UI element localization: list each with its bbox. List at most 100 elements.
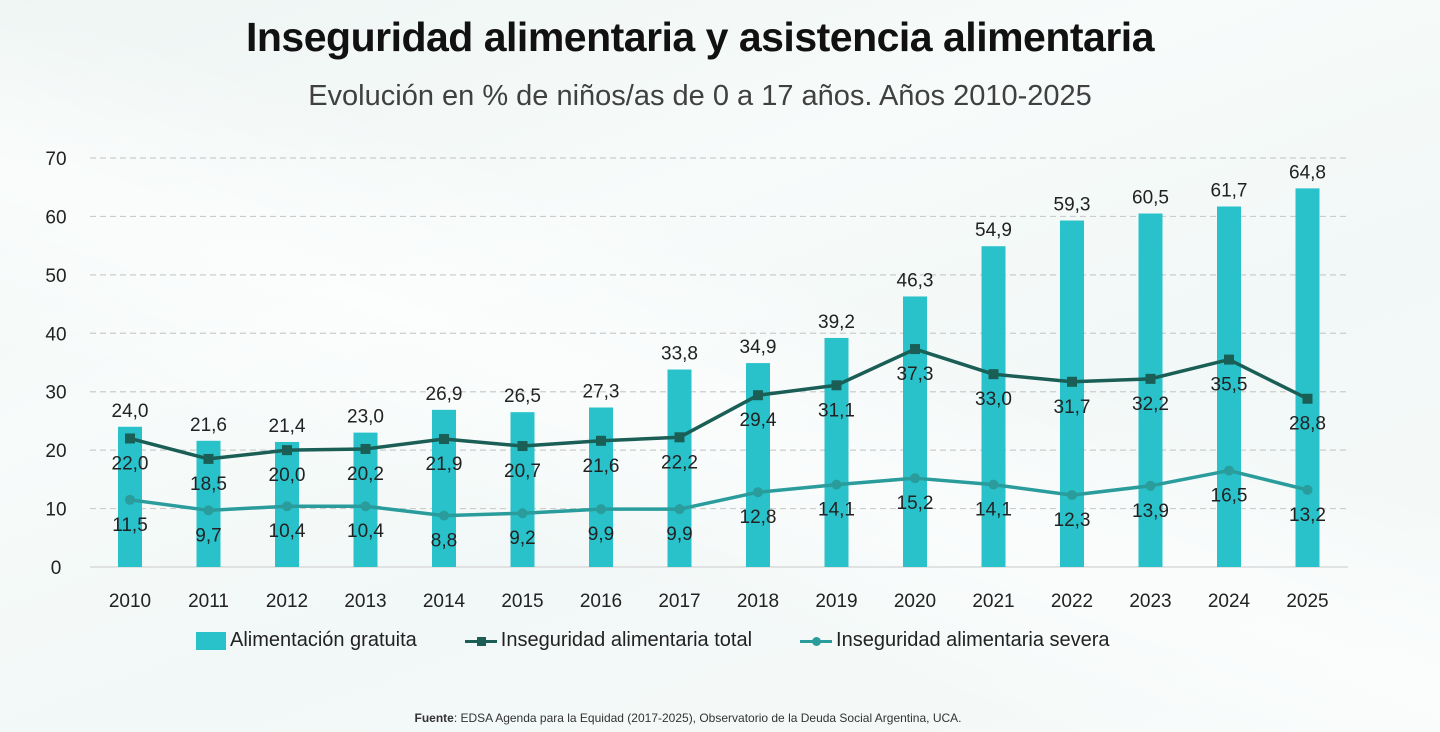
legend-swatch-bar [196,631,226,650]
inseguridad-total-data-label: 20,7 [504,461,541,482]
inseguridad-total-data-label: 22,2 [661,452,698,473]
inseguridad-severa-data-label: 13,2 [1289,505,1326,526]
inseguridad-severa-marker [1067,490,1077,501]
inseguridad-severa-data-label: 9,9 [588,524,614,545]
bar-data-label: 60,5 [1132,188,1169,209]
inseguridad-total-data-label: 20,2 [347,464,384,485]
inseguridad-total-marker [203,453,214,464]
inseguridad-total-marker [910,344,920,355]
bar-data-label: 21,6 [190,415,227,436]
inseguridad-total-data-label: 20,0 [269,465,306,486]
inseguridad-severa-marker [596,504,606,515]
inseguridad-severa-marker [1145,480,1156,491]
inseguridad-total-marker [1302,393,1313,404]
inseguridad-total-data-label: 29,4 [740,410,777,431]
legend-swatch-square-line [464,632,497,650]
inseguridad-total-marker [439,434,449,445]
bar-data-label: 46,3 [897,270,934,291]
x-tick-label: 2014 [423,591,466,612]
bar-data-label: 39,2 [818,312,855,333]
inseguridad-severa-data-label: 13,9 [1132,501,1169,522]
inseguridad-severa-data-label: 9,2 [509,528,535,549]
inseguridad-severa-marker [125,494,135,505]
legend-label: Inseguridad alimentaria severa [836,629,1110,651]
bar-alimentacion-gratuita [1060,220,1084,568]
bar-alimentacion-gratuita [903,296,927,567]
inseguridad-total-marker [125,433,135,444]
inseguridad-severa-data-label: 15,2 [897,493,934,514]
inseguridad-total-marker [1224,354,1234,365]
x-tick-label: 2019 [815,591,857,612]
inseguridad-total-data-label: 35,5 [1211,375,1248,396]
legend-item-inseguridad-severa[interactable]: Inseguridad alimentaria severa [800,629,1110,652]
bar-data-label: 54,9 [975,220,1012,241]
x-tick-label: 2010 [109,591,151,612]
bar-data-label: 33,8 [661,344,698,365]
inseguridad-total-data-label: 31,1 [818,400,855,421]
bar-alimentacion-gratuita [1138,213,1163,567]
inseguridad-severa-marker [674,504,685,515]
inseguridad-severa-marker [753,487,763,498]
y-tick-label: 70 [45,149,66,170]
x-tick-label: 2013 [344,591,386,612]
inseguridad-total-marker [282,445,292,456]
bar-data-label: 34,9 [740,337,777,358]
inseguridad-severa-marker [1302,484,1313,495]
inseguridad-severa-line [129,468,1308,518]
inseguridad-total-marker [988,369,999,380]
y-tick-label: 20 [45,441,66,462]
inseguridad-total-line [129,347,1309,461]
bar-data-label: 64,8 [1289,162,1326,183]
inseguridad-severa-data-label: 14,1 [818,500,855,521]
inseguridad-total-data-label: 33,0 [975,389,1012,410]
x-tick-label: 2024 [1208,591,1251,612]
inseguridad-total-data-label: 31,7 [1054,397,1091,418]
bar-data-label: 24,0 [112,401,149,422]
x-tick-label: 2018 [737,591,779,612]
inseguridad-severa-data-label: 10,4 [347,521,384,542]
inseguridad-severa-data-label: 16,5 [1211,486,1248,507]
inseguridad-severa-data-label: 11,5 [112,515,148,536]
y-tick-label: 50 [45,266,66,287]
bar-data-label: 26,9 [426,384,463,405]
legend-item-alimentacion-gratuita[interactable]: Alimentación gratuita [196,629,417,652]
x-tick-label: 2020 [894,591,936,612]
legend-item-inseguridad-total[interactable]: Inseguridad alimentaria total [464,629,753,652]
inseguridad-total-marker [1145,373,1156,384]
x-tick-label: 2012 [266,591,308,612]
inseguridad-severa-data-label: 12,8 [740,507,777,528]
bar-data-label: 61,7 [1211,180,1248,201]
inseguridad-total-data-label: 22,0 [112,453,149,474]
inseguridad-total-marker [596,435,606,446]
inseguridad-severa-data-label: 8,8 [431,531,457,552]
inseguridad-severa-marker [988,479,999,490]
chart-subtitle: Evolución en % de niños/as de 0 a 17 año… [308,80,1092,112]
y-tick-label: 10 [45,500,66,521]
bar-data-label: 59,3 [1054,195,1091,216]
inseguridad-severa-marker [282,501,292,512]
inseguridad-total-data-label: 32,2 [1132,394,1169,415]
inseguridad-total-data-label: 21,6 [583,456,620,477]
inseguridad-severa-data-label: 12,3 [1054,510,1091,531]
inseguridad-severa-marker [360,501,371,512]
bar-data-label: 27,3 [583,381,620,402]
bar-alimentacion-gratuita [353,432,378,567]
y-tick-label: 60 [45,207,66,228]
source-text: : EDSA Agenda para la Equidad (2017-2025… [453,711,962,725]
x-tick-label: 2022 [1051,591,1093,612]
bar-alimentacion-gratuita [824,337,849,567]
y-tick-label: 0 [51,558,62,579]
bar-data-label: 21,4 [269,416,306,437]
legend-label: Inseguridad alimentaria total [500,629,753,651]
inseguridad-total-marker [360,443,371,454]
bar-alimentacion-gratuita [1295,188,1320,567]
inseguridad-total-data-label: 37,3 [897,364,934,385]
inseguridad-total-data-label: 21,9 [426,454,463,475]
inseguridad-severa-marker [831,479,842,490]
inseguridad-severa-marker [439,510,449,521]
y-tick-label: 40 [45,324,66,345]
inseguridad-severa-data-label: 9,9 [666,524,692,545]
x-tick-label: 2011 [188,591,229,612]
x-tick-label: 2025 [1286,591,1328,612]
